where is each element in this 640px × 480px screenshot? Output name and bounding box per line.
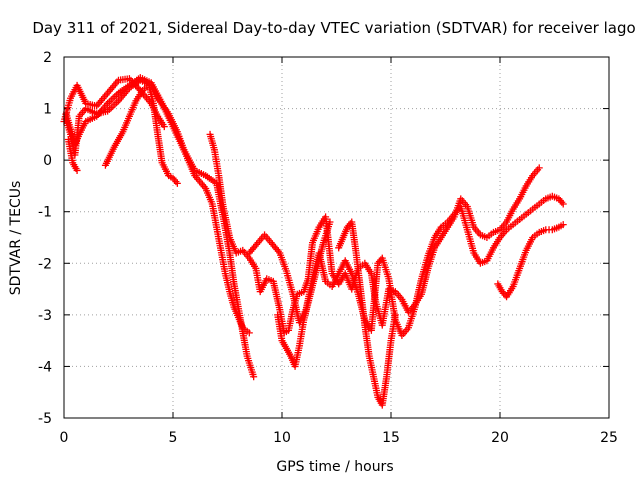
x-axis-label: GPS time / hours xyxy=(276,459,393,475)
y-tick-label: 2 xyxy=(43,50,52,66)
data-point xyxy=(535,164,543,172)
data-point xyxy=(160,123,168,131)
data-layer xyxy=(60,74,567,409)
plot-frame xyxy=(63,56,610,419)
y-tick-label: -1 xyxy=(38,205,52,221)
data-point xyxy=(326,218,334,226)
x-tick-label: 20 xyxy=(491,430,509,446)
data-point xyxy=(559,200,567,208)
y-tick-label: -2 xyxy=(38,256,52,272)
data-point xyxy=(559,221,567,229)
data-point xyxy=(245,329,253,337)
series-arc-i xyxy=(335,218,399,409)
data-point xyxy=(250,373,258,381)
x-tick-label: 10 xyxy=(273,430,291,446)
series-arc-h xyxy=(274,218,334,370)
series-arc-d xyxy=(64,136,81,174)
y-axis-label: SDTVAR / TECUs xyxy=(8,181,24,296)
chart-title: Day 311 of 2021, Sidereal Day-to-day VTE… xyxy=(32,19,635,37)
x-tick-label: 5 xyxy=(169,430,178,446)
x-tick-label: 0 xyxy=(60,430,69,446)
y-tick-label: 1 xyxy=(43,102,52,118)
x-tick-label: 25 xyxy=(600,430,618,446)
series-arc-j xyxy=(494,221,567,301)
y-tick-label: -5 xyxy=(38,411,52,427)
data-point xyxy=(391,311,399,319)
y-tick-label: -4 xyxy=(38,359,52,375)
series-arc-c xyxy=(62,74,253,337)
grid-layer xyxy=(64,57,609,418)
x-tick-label: 15 xyxy=(382,430,400,446)
y-tick-label: 0 xyxy=(43,153,52,169)
y-tick-label: -3 xyxy=(38,308,52,324)
series-arc-e xyxy=(101,81,181,187)
data-point xyxy=(173,179,181,187)
data-point xyxy=(73,166,81,174)
